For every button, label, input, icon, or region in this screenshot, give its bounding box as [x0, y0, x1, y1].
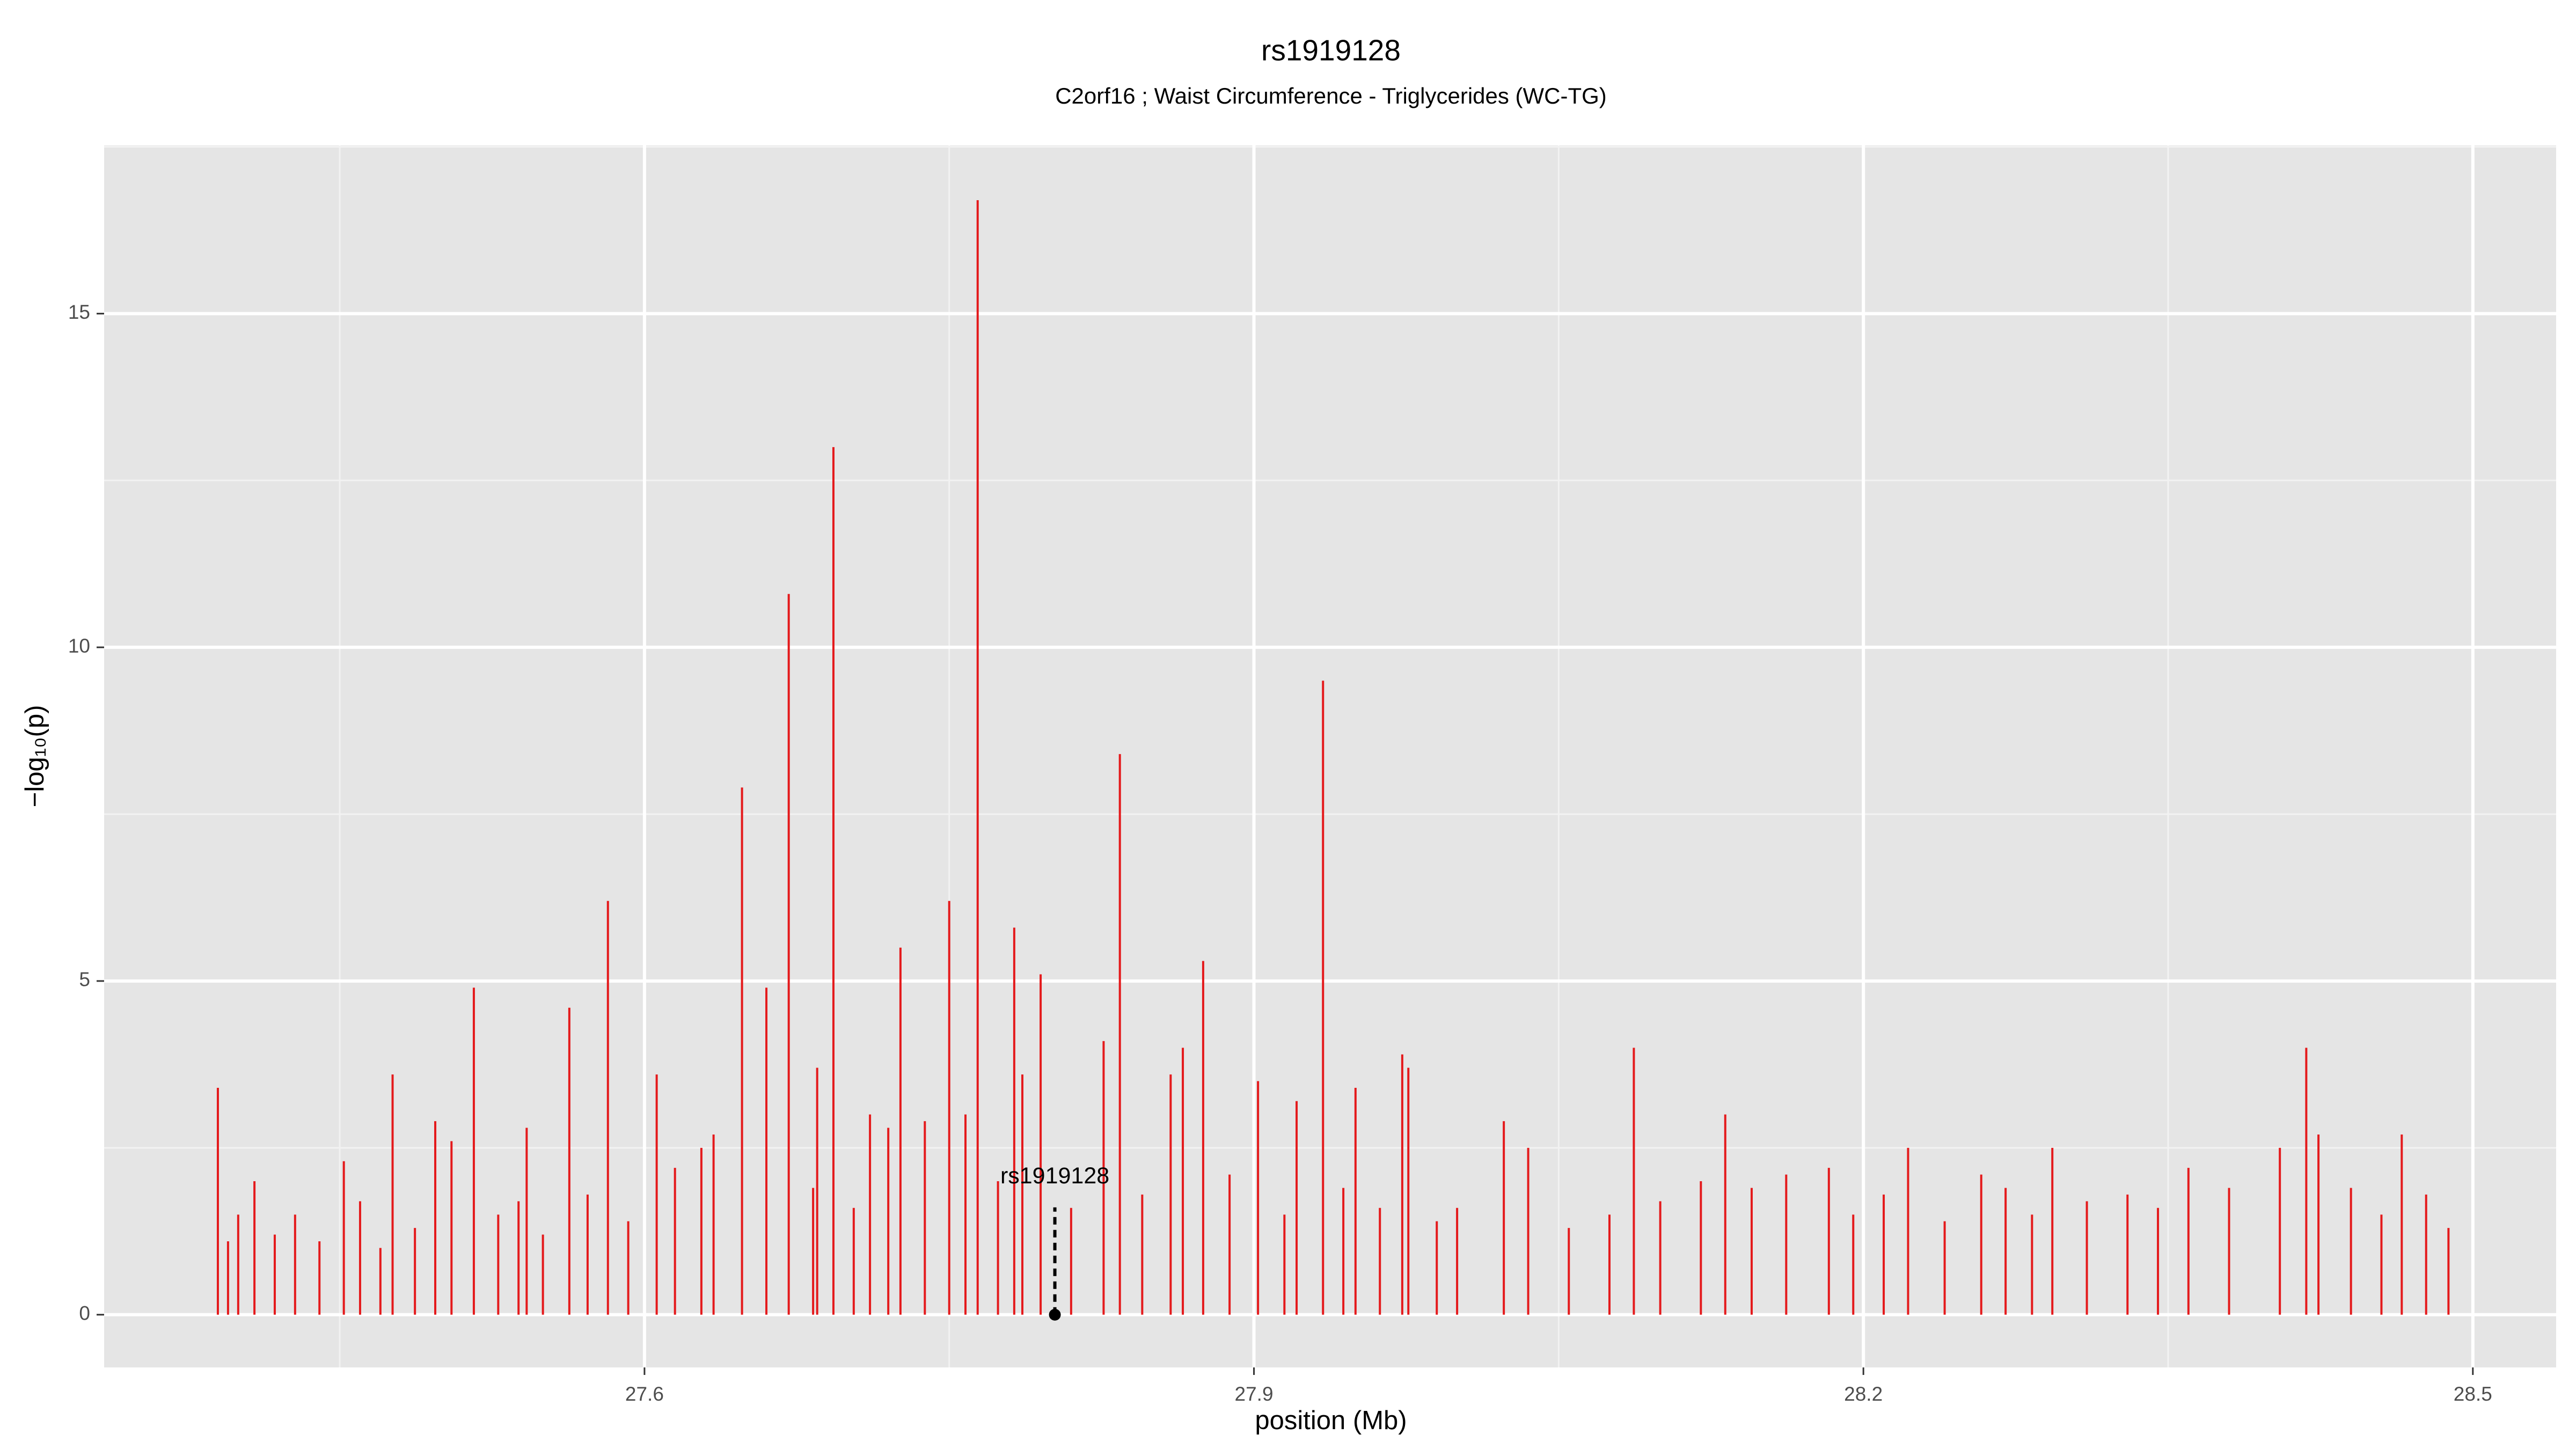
chart-title: rs1919128 — [1261, 34, 1401, 67]
x-tick-label: 27.6 — [625, 1383, 664, 1405]
y-tick-label: 10 — [68, 635, 90, 657]
series — [216, 200, 2450, 1315]
chart-subtitle: C2orf16 ; Waist Circumference - Triglyce… — [1055, 83, 1607, 108]
y-tick-label: 5 — [79, 969, 90, 991]
x-tick-label: 28.2 — [1844, 1383, 1883, 1405]
annotation-point — [1049, 1308, 1061, 1321]
x-tick-label: 28.5 — [2454, 1383, 2492, 1405]
y-axis-title: −log₁₀(p) — [20, 705, 49, 808]
x-axis-title: position (Mb) — [1255, 1406, 1407, 1435]
y-tick-label: 15 — [68, 301, 90, 323]
y-tick-label: 0 — [79, 1302, 90, 1324]
x-tick-label: 27.9 — [1235, 1383, 1274, 1405]
plot-background — [104, 145, 2556, 1367]
annotation-label: rs1919128 — [1000, 1163, 1109, 1189]
